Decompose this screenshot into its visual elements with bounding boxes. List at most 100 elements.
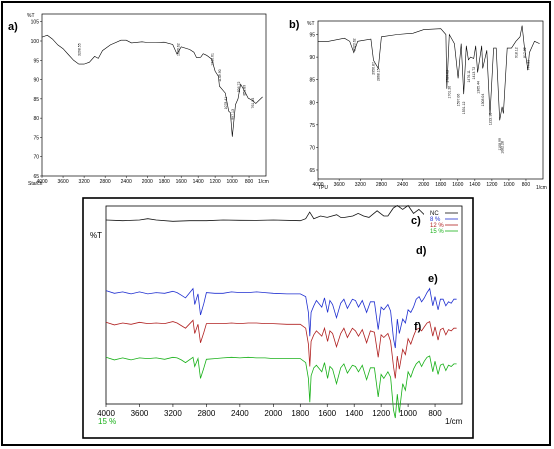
x-tick-label: 2800 bbox=[376, 182, 387, 188]
legend-entry-label: 8 % bbox=[430, 217, 441, 223]
panel-b-peak-labels: 3323.62 2956.87 2868.15 1729.02 1701.20 1597.… bbox=[352, 38, 530, 153]
peak-label: 926.72 bbox=[237, 82, 241, 93]
panel-composites: %T 1/cm 15 % 4000 3600 3200 2800 2400 2000 180… bbox=[82, 197, 474, 439]
panel-composites-axis-note: 15 % bbox=[98, 417, 116, 426]
x-tick-label: 2000 bbox=[142, 179, 153, 185]
legend-entry-label: 12 % bbox=[430, 223, 444, 229]
peak-label: 3323.62 bbox=[352, 38, 356, 51]
x-tick-label: 1600 bbox=[452, 182, 463, 188]
curve-label: c) bbox=[411, 215, 421, 227]
spectrum-line bbox=[105, 204, 457, 222]
peak-label: 1236.61 bbox=[211, 53, 215, 66]
x-tick-label: 1000 bbox=[227, 179, 238, 185]
x-tick-label: 1400 bbox=[345, 409, 363, 418]
y-tick-label: 95 bbox=[309, 33, 315, 39]
panel-a-ylabel: %T bbox=[27, 13, 35, 19]
spectrum-line bbox=[105, 319, 457, 379]
panel-a-plot-area bbox=[41, 13, 267, 177]
curve-label: e) bbox=[428, 273, 438, 285]
spectrum-line bbox=[318, 25, 540, 121]
panel-a-label: a) bbox=[8, 21, 18, 33]
peak-label: 1149.90 bbox=[218, 69, 222, 81]
x-tick-label: 4000 bbox=[312, 182, 323, 188]
y-tick-label: 90 bbox=[33, 78, 39, 84]
peak-label: 1365.44 bbox=[476, 81, 480, 94]
y-tick-label: 65 bbox=[309, 168, 315, 174]
peak-label: 1531.12 bbox=[462, 102, 466, 115]
y-tick-label: 85 bbox=[33, 97, 39, 103]
panel-b-xlabel: 1/cm bbox=[536, 185, 547, 191]
peak-label: 918.12 bbox=[514, 47, 518, 58]
panel-b-ylabel: %T bbox=[307, 21, 315, 27]
y-tick-label: 70 bbox=[33, 155, 39, 161]
spectrum-line bbox=[41, 34, 263, 137]
y-tick-label: 70 bbox=[309, 145, 315, 151]
peak-label: 777.31 bbox=[526, 60, 530, 71]
peak-label: 1701.20 bbox=[448, 86, 452, 99]
peak-label: 1413.72 bbox=[472, 67, 476, 80]
peak-label: 3298.55 bbox=[77, 43, 81, 56]
y-tick-label: 80 bbox=[33, 116, 39, 122]
peak-label: 997.13 bbox=[231, 109, 235, 120]
y-tick-label: 95 bbox=[33, 58, 39, 64]
y-tick-label: 85 bbox=[309, 78, 315, 84]
x-tick-label: 4000 bbox=[36, 179, 47, 185]
panel-composites-plot-area bbox=[105, 205, 463, 405]
panel-b-sample-label: TPU bbox=[318, 185, 328, 191]
x-tick-label: 2400 bbox=[397, 182, 408, 188]
x-tick-label: 1200 bbox=[486, 182, 497, 188]
x-tick-label: 800 bbox=[428, 409, 442, 418]
y-tick-label: 100 bbox=[31, 39, 40, 45]
legend-entry-label: NC bbox=[430, 211, 439, 217]
panel-a-curves bbox=[41, 34, 263, 137]
panel-a-xlabel: 1/cm bbox=[258, 179, 269, 185]
peak-label: 2868.15 bbox=[376, 68, 380, 81]
x-tick-label: 1800 bbox=[435, 182, 446, 188]
peak-label: 1082.28 bbox=[500, 141, 504, 154]
x-tick-label: 800 bbox=[522, 182, 531, 188]
x-tick-label: 3600 bbox=[57, 179, 68, 185]
legend: NC8 %12 %15 % bbox=[424, 208, 460, 235]
panel-a-ticks: 4000 3600 3200 2800 2400 2000 1800 1600 1400 1200… bbox=[31, 20, 254, 185]
x-tick-label: 4000 bbox=[97, 409, 115, 418]
y-tick-label: 105 bbox=[31, 20, 40, 26]
spectrum-line bbox=[105, 355, 457, 419]
panel-composites-border bbox=[82, 197, 474, 439]
peak-label: 1078.41 bbox=[224, 97, 228, 110]
y-tick-label: 80 bbox=[309, 100, 315, 106]
peak-label: 817.82 bbox=[523, 47, 527, 58]
x-tick-label: 2400 bbox=[231, 409, 249, 418]
x-tick-label: 1200 bbox=[372, 409, 390, 418]
x-tick-label: 1600 bbox=[318, 409, 336, 418]
panel-b-label: b) bbox=[289, 19, 300, 31]
x-tick-label: 1600 bbox=[176, 179, 187, 185]
x-tick-label: 1000 bbox=[503, 182, 514, 188]
peak-label: 1108.99 bbox=[498, 138, 502, 150]
peak-label: 1308.04 bbox=[481, 94, 485, 107]
curve-label: f) bbox=[414, 321, 422, 333]
x-tick-label: 2800 bbox=[197, 409, 215, 418]
peak-label: 1476.11 bbox=[467, 70, 471, 82]
peak-label: 2956.87 bbox=[372, 62, 376, 75]
x-tick-label: 1800 bbox=[291, 409, 309, 418]
y-tick-label: 90 bbox=[309, 55, 315, 61]
x-tick-label: 1200 bbox=[210, 179, 221, 185]
y-tick-label: 75 bbox=[33, 135, 39, 141]
panel-composites-curves bbox=[105, 204, 457, 419]
x-tick-label: 3200 bbox=[79, 179, 90, 185]
x-tick-label: 1400 bbox=[193, 179, 204, 185]
peak-label: 1597.06 bbox=[457, 94, 461, 107]
panel-composites-ylabel: %T bbox=[90, 231, 102, 240]
panel-b: b) %T 1/cm TPU 4000 3600 3200 2800 2400 2000 1… bbox=[289, 19, 547, 191]
legend-entry-label: 15 % bbox=[430, 229, 444, 235]
y-tick-label: 65 bbox=[33, 174, 39, 180]
panel-composites-ticks: 4000 3600 3200 2800 2400 2000 1800 1600 1400 1200… bbox=[97, 404, 442, 418]
x-tick-label: 3600 bbox=[334, 182, 345, 188]
curve-labels: c) d) e) f) bbox=[411, 215, 438, 333]
legend-box bbox=[424, 208, 460, 233]
peak-label: 1639.62 bbox=[176, 43, 180, 56]
x-tick-label: 3200 bbox=[355, 182, 366, 188]
x-tick-label: 2000 bbox=[418, 182, 429, 188]
